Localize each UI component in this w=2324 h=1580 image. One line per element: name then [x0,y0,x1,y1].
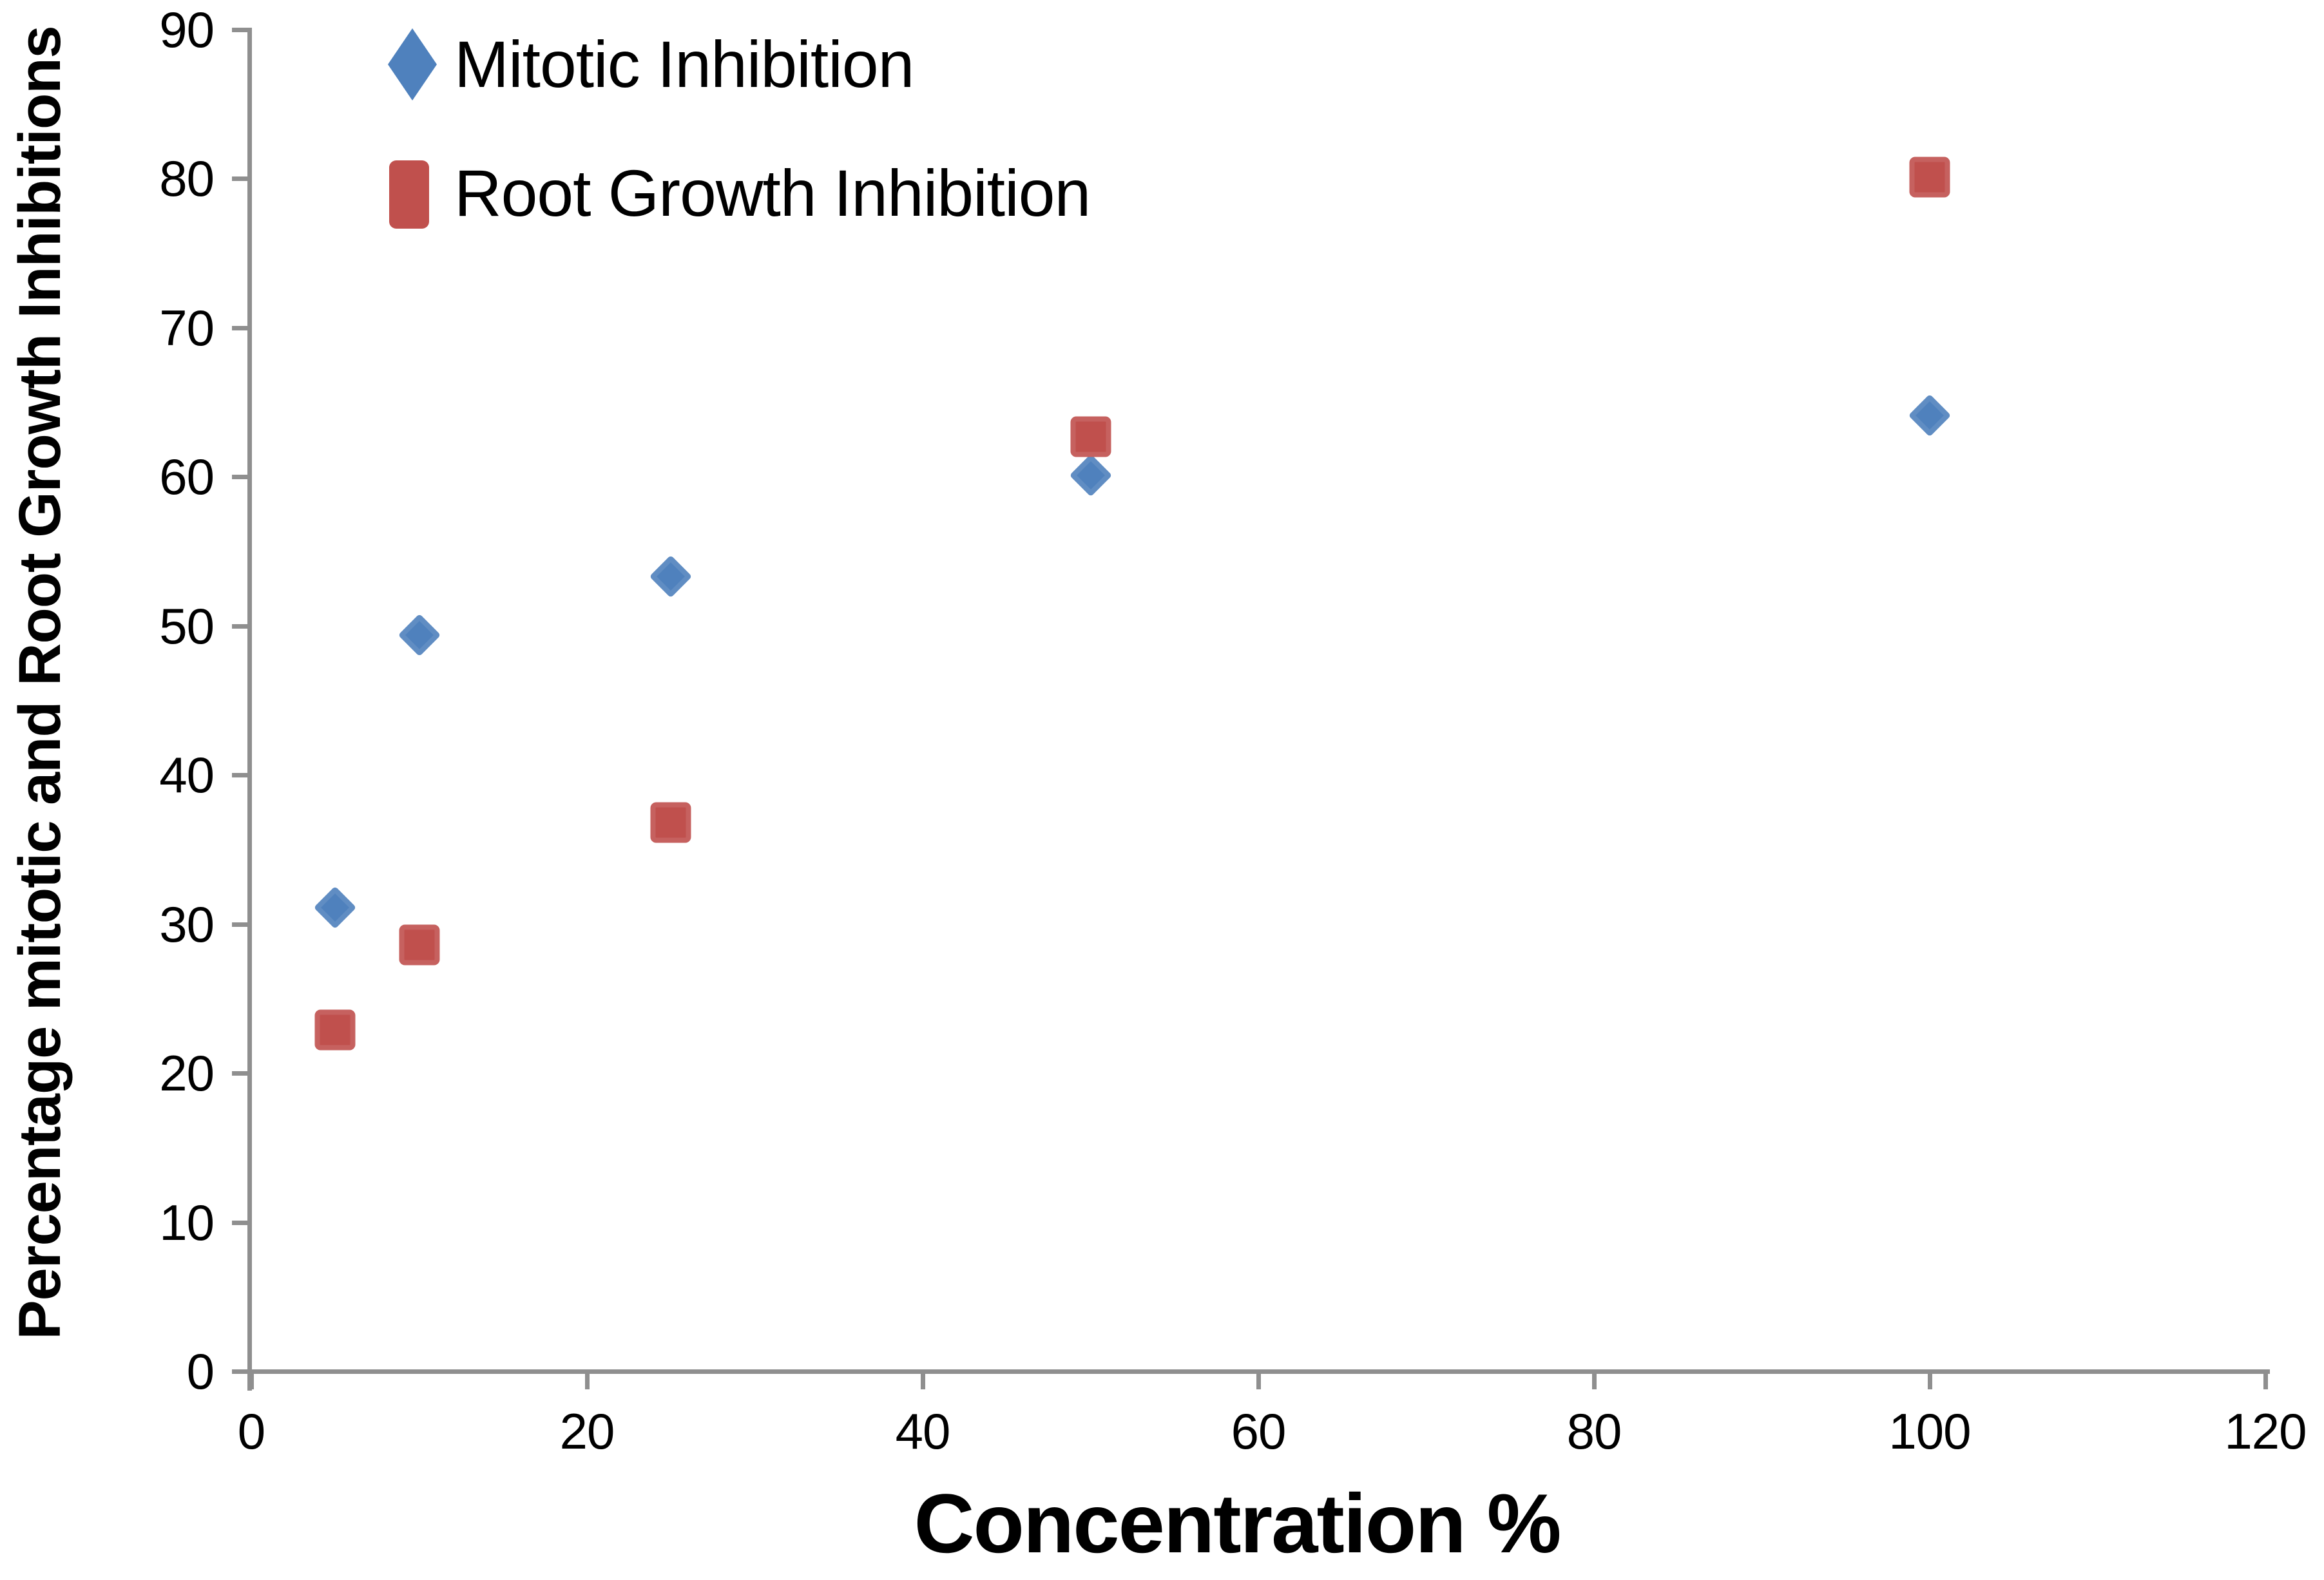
y-axis-tick [232,176,252,182]
x-axis-tick [249,1369,254,1389]
y-axis-tick [232,1369,252,1374]
data-point-mitotic-inhibition [649,555,693,598]
x-axis-line [232,1369,2270,1374]
data-point-root-growth-inhibition [314,1009,356,1051]
x-tick-label: 100 [1888,1403,1971,1460]
y-axis-tick [232,27,252,32]
x-axis-tick [585,1369,590,1389]
y-tick-label: 80 [159,150,215,207]
x-axis-tick [1592,1369,1597,1389]
y-tick-label: 10 [159,1194,215,1251]
x-axis-tick [1928,1369,1932,1389]
data-point-mitotic-inhibition [1908,394,1952,437]
y-axis-tick [232,325,252,330]
y-tick-label: 40 [159,747,215,804]
data-point-mitotic-inhibition [1069,453,1112,497]
data-point-root-growth-inhibition [1909,157,1950,198]
y-tick-label: 70 [159,299,215,356]
x-tick-label: 60 [1231,1403,1287,1460]
y-axis-tick [232,623,252,629]
y-tick-label: 50 [159,597,215,654]
data-point-root-growth-inhibition [650,802,691,843]
x-tick-label: 80 [1566,1403,1622,1460]
data-point-root-growth-inhibition [399,924,439,966]
x-tick-label: 20 [559,1403,615,1460]
y-axis-title: Percentage mitotic and Root Growth Inhib… [7,26,73,1340]
y-axis-tick [232,922,252,927]
square-marker-icon [389,160,429,229]
y-tick-label: 0 [186,1343,215,1400]
x-axis-tick [2263,1369,2268,1389]
y-axis-tick [232,475,252,480]
legend-label: Root Growth Inhibition [454,157,1091,230]
legend-label: Mitotic Inhibition [454,28,914,101]
y-tick-label: 60 [159,448,215,506]
y-axis-tick [232,773,252,778]
data-point-root-growth-inhibition [1070,416,1111,457]
y-tick-label: 20 [159,1045,215,1102]
x-axis-tick [921,1369,925,1389]
data-point-mitotic-inhibition [398,613,441,656]
x-tick-label: 120 [2224,1403,2307,1460]
diamond-marker-icon [388,28,437,100]
x-axis-title: Concentration % [914,1476,1562,1570]
y-axis-tick [232,1220,252,1225]
x-tick-label: 0 [237,1403,265,1460]
y-tick-label: 90 [159,1,215,58]
x-tick-label: 40 [895,1403,951,1460]
y-tick-label: 30 [159,895,215,953]
x-axis-tick [1256,1369,1261,1389]
data-point-mitotic-inhibition [314,886,357,929]
y-axis-line [247,29,252,1391]
y-axis-tick [232,1071,252,1076]
